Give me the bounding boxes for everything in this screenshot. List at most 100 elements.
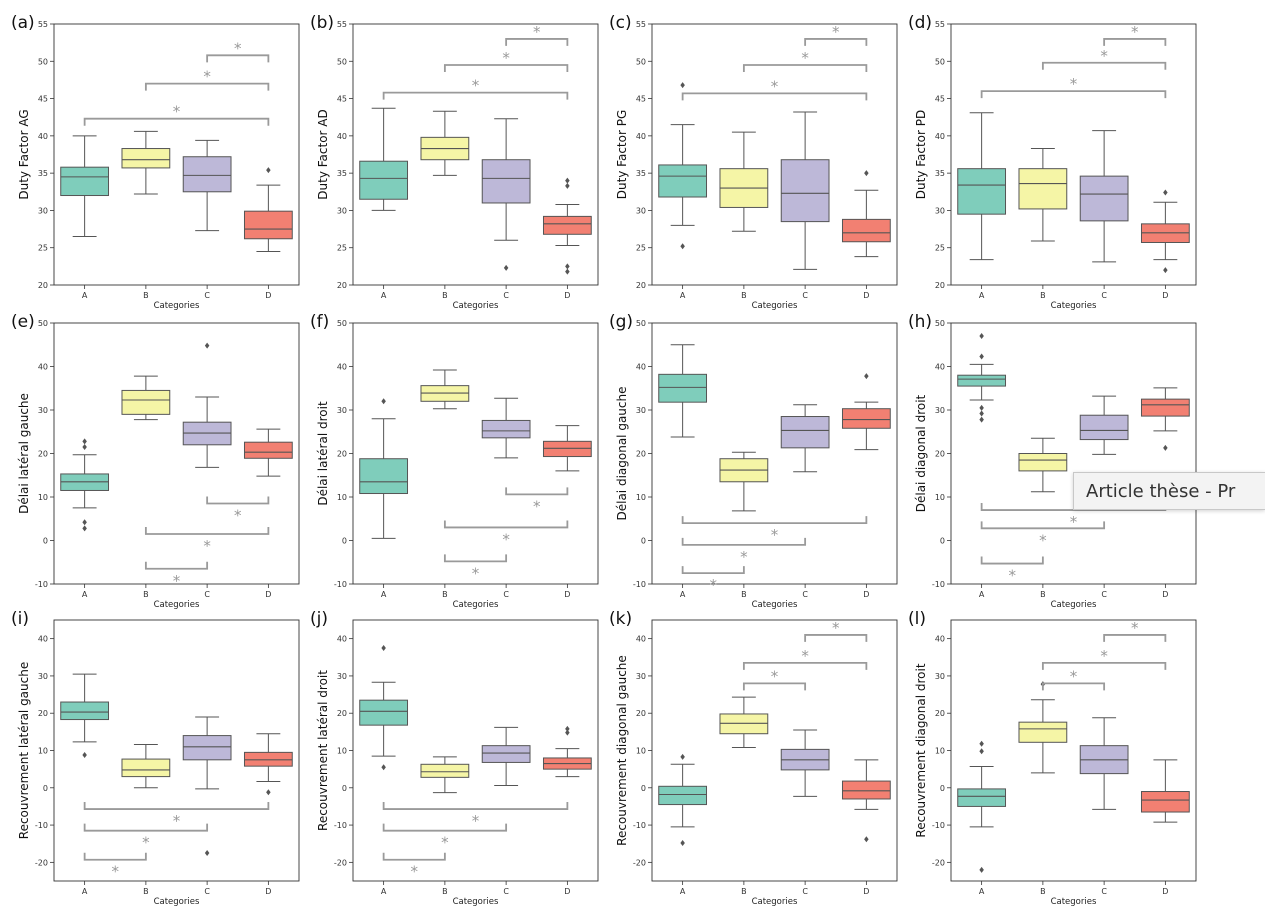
y-tick-label: 30 (38, 406, 48, 415)
y-tick-label: 40 (38, 132, 48, 141)
box-C (1079, 130, 1129, 263)
panel-label: (i) (11, 609, 29, 629)
box-body (60, 166, 110, 197)
y-tick-label: -10 (35, 580, 48, 589)
outlier-point (979, 410, 984, 417)
panel-j: (j) -20 -10 0 10 20 30 40 A B C D Categories Recouvre… (310, 609, 599, 907)
axes-frame (651, 23, 898, 286)
outlier-point (979, 353, 984, 360)
y-axis-label: Recouvrement latéral droit (316, 670, 330, 831)
box-A (60, 135, 110, 238)
box-body (719, 713, 769, 735)
significance-bracket (83, 852, 147, 861)
outlier-point (82, 525, 87, 532)
x-axis-label: Categories (1051, 301, 1097, 311)
y-tick-label: 0 (43, 784, 48, 793)
significance-bracket (681, 537, 807, 546)
y-tick-label: 50 (636, 57, 646, 66)
panel-label: (f) (310, 312, 329, 332)
box-A (359, 107, 409, 211)
outlier-point (204, 850, 210, 857)
tooltip-text: Article thèse - Pr (1086, 481, 1236, 502)
y-tick-label: 10 (935, 747, 945, 756)
box-body (121, 758, 171, 778)
y-axis-label: Délai diagonal droit (914, 394, 928, 512)
box-body (481, 745, 531, 763)
y-tick-label: 40 (636, 132, 646, 141)
panel-h: (h) -10 0 10 20 30 40 50 A B C D Categories Délai dia… (908, 312, 1197, 610)
box-A (60, 438, 110, 532)
outlier-point (82, 438, 87, 445)
significance-bracket (1103, 38, 1167, 46)
box-C (780, 111, 830, 270)
significance-star: * (1100, 47, 1108, 65)
panel-c: (c) 20 25 30 35 40 45 50 55 A B C D Categories Duty Fa… (609, 13, 898, 311)
x-tick-label: C (204, 291, 210, 300)
x-tick-label: A (979, 291, 985, 300)
y-tick-label: 50 (337, 319, 347, 328)
y-tick-label: 45 (337, 95, 347, 104)
outlier-point (565, 177, 570, 184)
box-A (359, 398, 409, 539)
y-tick-label: 20 (935, 450, 945, 459)
x-tick-label: D (564, 590, 570, 599)
significance-bracket (681, 566, 745, 575)
y-tick-label: 25 (38, 244, 48, 253)
x-tick-label: B (143, 590, 149, 599)
y-tick-label: 40 (636, 635, 646, 644)
outlier-point (979, 748, 984, 755)
y-tick-label: 10 (935, 493, 945, 502)
box-B (1018, 681, 1068, 774)
y-tick-label: 0 (641, 784, 646, 793)
outlier-point (82, 751, 87, 758)
box-body (182, 156, 232, 193)
significance-star: * (112, 863, 120, 881)
significance-bracket (83, 802, 270, 810)
y-tick-label: -10 (932, 580, 945, 589)
y-tick-label: 40 (337, 132, 347, 141)
box-C (481, 726, 531, 787)
significance-star: * (801, 647, 809, 665)
y-tick-label: 30 (935, 406, 945, 415)
x-tick-label: A (680, 590, 686, 599)
x-tick-label: A (381, 590, 387, 599)
y-tick-label: 40 (935, 635, 945, 644)
box-body (182, 735, 232, 761)
panel-b: (b) 20 25 30 35 40 45 50 55 A B C D Categories Duty Fa… (310, 13, 599, 311)
x-tick-label: C (1101, 590, 1107, 599)
box-C (1079, 717, 1129, 810)
outlier-point (565, 263, 570, 270)
panel-label: (j) (310, 609, 328, 629)
y-tick-label: 0 (940, 537, 945, 546)
x-axis-label: Categories (154, 301, 200, 311)
y-tick-label: 20 (38, 450, 48, 459)
box-C (481, 118, 531, 271)
y-tick-label: 20 (935, 709, 945, 718)
y-tick-label: 40 (337, 363, 347, 372)
y-tick-label: 10 (337, 493, 347, 502)
significance-bracket (443, 554, 508, 563)
significance-star: * (502, 530, 510, 548)
box-B (1018, 148, 1068, 242)
x-axis-label: Categories (752, 600, 798, 610)
outlier-point (864, 373, 869, 380)
x-tick-label: D (863, 590, 869, 599)
panel-a: (a) 20 25 30 35 40 45 50 55 A B C D Categories Duty Fa… (11, 13, 300, 311)
significance-bracket (681, 92, 868, 101)
significance-bracket (382, 91, 569, 100)
significance-star: * (502, 49, 510, 67)
significance-bracket (980, 90, 1167, 99)
x-tick-label: D (564, 291, 570, 300)
panel-d: (d) 20 25 30 35 40 45 50 55 A B C D Categories Duty Fa… (908, 13, 1197, 311)
x-tick-label: B (442, 291, 448, 300)
significance-star: * (710, 576, 718, 594)
box-body (841, 408, 891, 429)
y-tick-label: -10 (334, 580, 347, 589)
y-tick-label: -20 (334, 858, 347, 867)
significance-bracket (1041, 661, 1167, 670)
significance-bracket (382, 802, 569, 810)
x-tick-label: C (1101, 887, 1107, 896)
x-tick-label: D (564, 887, 570, 896)
box-D (243, 428, 293, 477)
